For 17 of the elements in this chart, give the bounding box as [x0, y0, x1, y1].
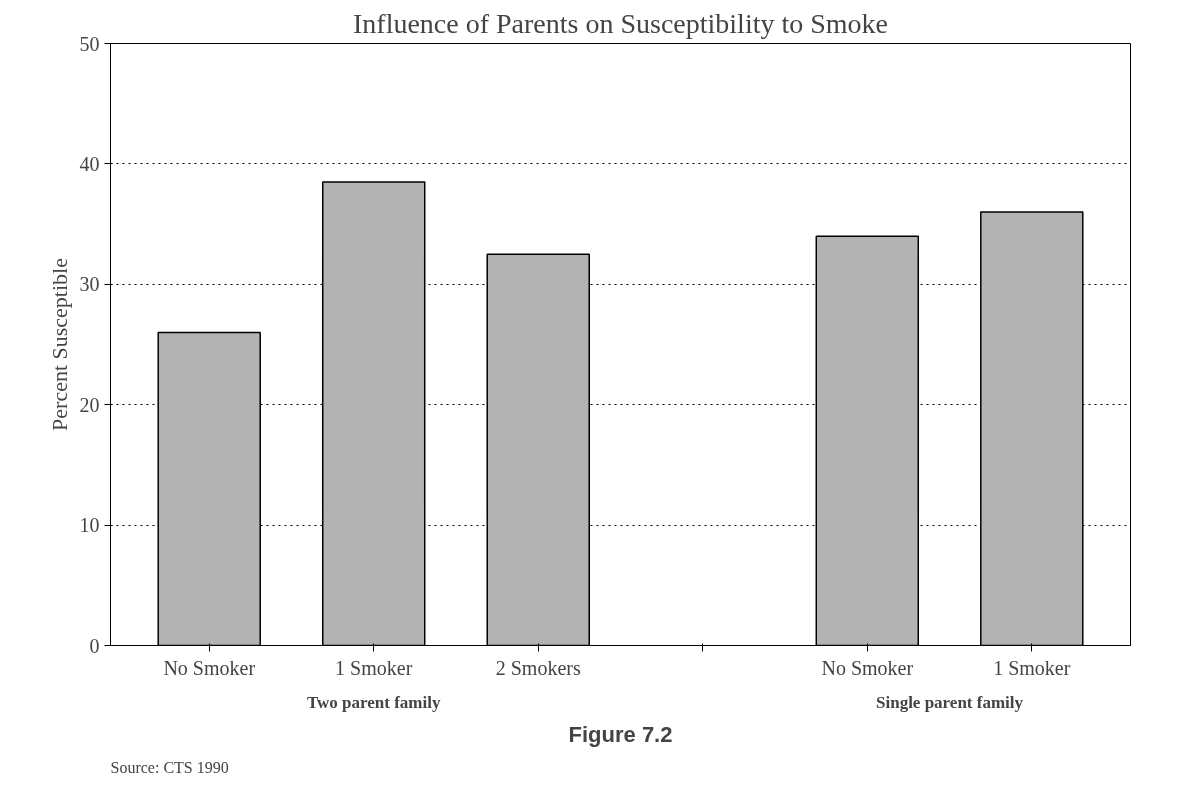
chart-title: Influence of Parents on Susceptibility to Smoke — [352, 7, 889, 39]
x-tick-label: 2 Smokers — [495, 656, 581, 679]
x-tick-label: 1 Smoker — [993, 656, 1071, 679]
y-tick-label: 30 — [79, 273, 100, 296]
text: Two parent family — [306, 692, 441, 712]
y-tick-label: 50 — [79, 32, 100, 55]
y-tick-label: 40 — [79, 152, 100, 175]
y-tick-label: 10 — [79, 514, 100, 537]
y-axis-title: Percent Susceptible — [46, 258, 72, 431]
y-tick-label: 20 — [79, 393, 100, 416]
x-tick-label: No Smoker — [163, 656, 256, 679]
source-note: Source: CTS 1990 — [110, 758, 229, 776]
text: Single parent family — [876, 692, 1024, 712]
x-tick-label: 1 Smoker — [335, 656, 413, 679]
x-tick-label: No Smoker — [821, 656, 914, 679]
y-tick-label: 0 — [89, 634, 100, 657]
caption: Figure 7.2 — [568, 721, 673, 747]
